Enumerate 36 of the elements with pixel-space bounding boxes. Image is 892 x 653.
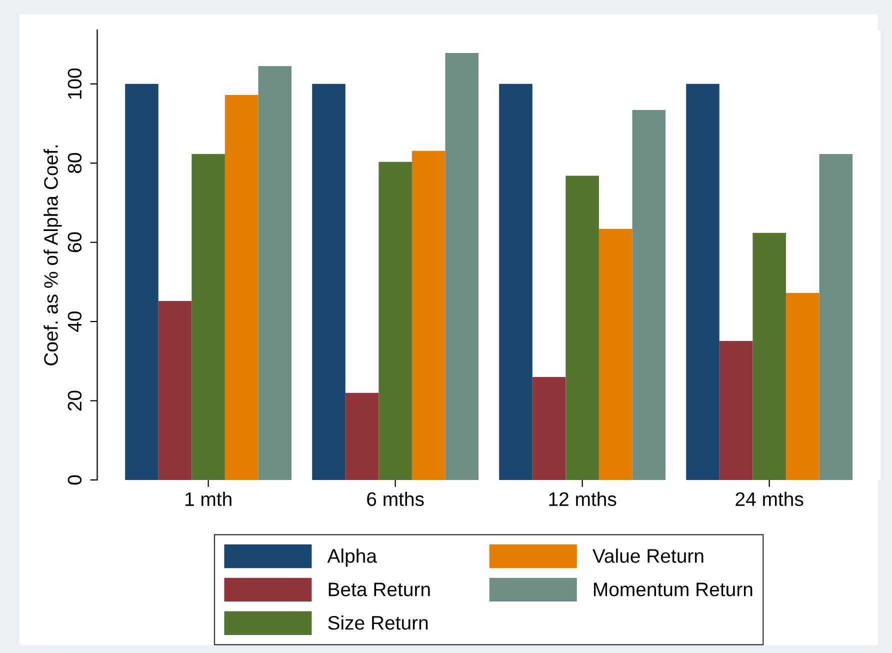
bar xyxy=(345,392,379,480)
bar xyxy=(445,53,479,480)
legend-label: Size Return xyxy=(328,615,428,630)
bar xyxy=(632,110,666,480)
legend-label: Alpha xyxy=(327,548,377,567)
bar xyxy=(192,154,225,480)
bar xyxy=(378,162,412,480)
y-tick-label: 80 xyxy=(68,153,82,174)
bar xyxy=(752,232,786,480)
y-tick-label: 60 xyxy=(68,232,82,252)
bar xyxy=(312,84,346,480)
bar xyxy=(719,340,753,480)
x-tick-label: 12 mths xyxy=(549,492,616,506)
legend-label: Momentum Return xyxy=(594,582,752,596)
bar xyxy=(158,300,192,480)
legend-label: Value Return xyxy=(592,548,704,563)
y-axis-title: Coef. as % of Alpha Coef. xyxy=(44,145,62,366)
bar xyxy=(566,176,599,480)
bar xyxy=(532,376,566,480)
x-tick-label: 1 mth xyxy=(185,492,232,506)
legend-label: Beta Return xyxy=(328,582,430,596)
x-tick-label: 6 mths xyxy=(367,492,424,506)
bar xyxy=(224,94,258,480)
y-tick-label: 20 xyxy=(68,390,82,411)
y-tick-label: 100 xyxy=(68,68,82,99)
bar xyxy=(125,84,158,480)
bar xyxy=(258,66,292,480)
bar xyxy=(412,150,446,480)
bar xyxy=(819,154,853,480)
bar xyxy=(686,84,720,480)
bar xyxy=(786,293,820,480)
y-tick-label: 0 xyxy=(68,475,82,485)
bar xyxy=(499,84,532,480)
bar xyxy=(598,228,632,480)
y-tick-label: 40 xyxy=(68,311,82,332)
x-tick-label: 24 mths xyxy=(736,492,804,506)
